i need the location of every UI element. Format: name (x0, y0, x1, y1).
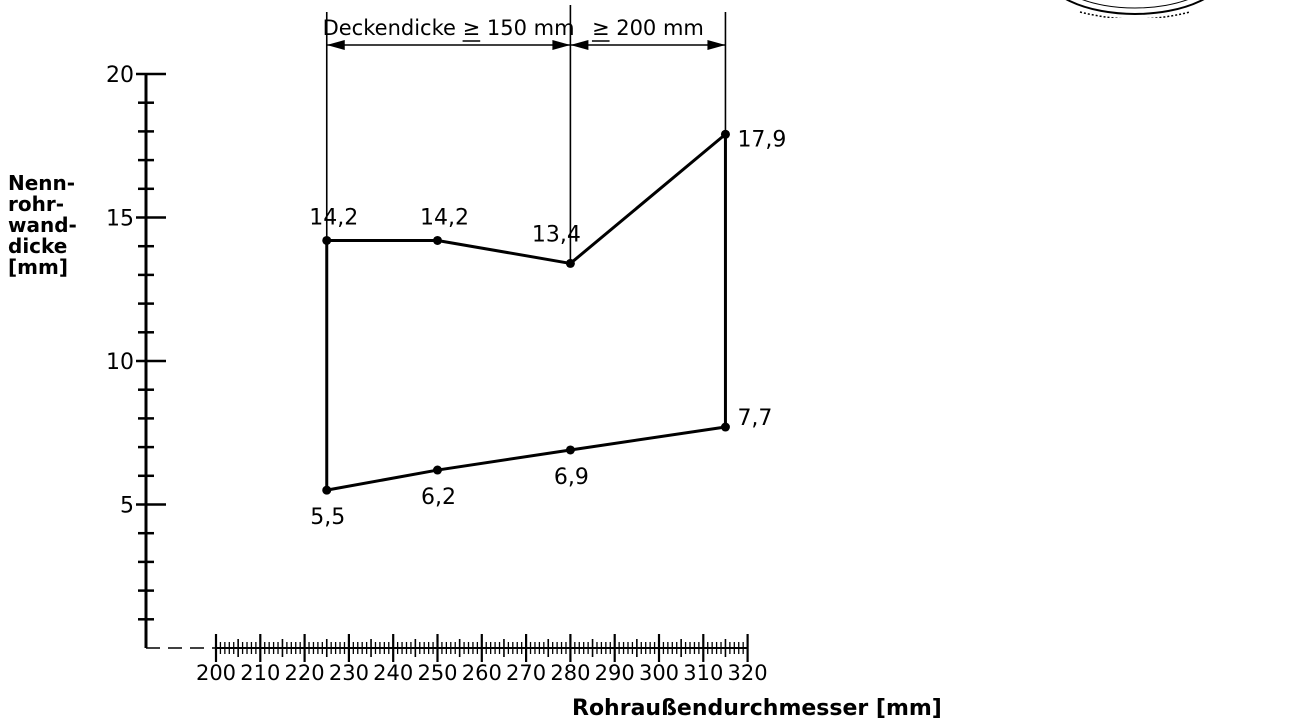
dimension-arrow (707, 40, 726, 50)
x-tick-label: 230 (329, 661, 369, 685)
x-tick-label: 270 (506, 661, 546, 685)
data-point (322, 485, 332, 495)
axes (136, 72, 749, 662)
data-frame (325, 5, 727, 491)
y-axis-label-line: dicke (8, 234, 68, 258)
x-tick-label: 250 (417, 661, 457, 685)
dimension-arrow (570, 40, 589, 50)
chart-texts: 5 10 15 20 200 210 220 230 240 250 260 270 280 290 300… (106, 16, 786, 685)
x-tick-label: 290 (595, 661, 635, 685)
y-axis-label-line: wand- (8, 213, 77, 237)
data-point (565, 258, 575, 268)
data-marks (322, 129, 730, 495)
y-axis-label-line: Nenn- (8, 171, 76, 195)
y-tick-label: 15 (106, 207, 134, 232)
lower-series-line (326, 425, 726, 492)
data-point (565, 445, 575, 455)
x-tick-label: 310 (683, 661, 723, 685)
dimension-label: Deckendicke ≥ 150 mm (323, 16, 575, 40)
y-axis-label-line: rohr- (8, 192, 65, 216)
data-label: 14,2 (309, 205, 358, 230)
y-tick-label: 5 (120, 494, 134, 519)
data-label: 14,2 (420, 205, 469, 230)
x-tick-label: 200 (196, 661, 236, 685)
dimension-label: ≥ 200 mm (592, 16, 704, 40)
x-tick-label: 280 (550, 661, 590, 685)
data-label: 5,5 (310, 505, 345, 530)
data-point (720, 422, 730, 432)
data-point (322, 235, 332, 245)
data-label: 13,4 (532, 222, 581, 247)
upper-series-line (326, 133, 727, 265)
data-point (720, 129, 730, 139)
dimension-arrow (326, 40, 345, 50)
x-axis-label: Rohraußendurchmesser [mm] (572, 696, 942, 721)
x-tick-label: 220 (285, 661, 325, 685)
y-tick-label: 20 (106, 63, 134, 88)
x-tick-label: 240 (373, 661, 413, 685)
data-label: 6,2 (421, 485, 456, 510)
data-label: 6,9 (554, 465, 589, 490)
data-point (433, 235, 442, 245)
x-tick-label: 260 (462, 661, 502, 685)
data-label: 7,7 (737, 406, 772, 431)
y-axis-label-line: [mm] (8, 255, 68, 279)
x-tick-label: 300 (639, 661, 679, 685)
stamp-seal (1065, 0, 1205, 18)
y-tick-label: 10 (106, 350, 134, 375)
x-tick-label: 320 (728, 661, 768, 685)
data-label: 17,9 (737, 127, 786, 152)
x-tick-label: 210 (240, 661, 280, 685)
dimension-arrow (552, 40, 571, 50)
data-point (433, 465, 442, 475)
y-axis-label: Nenn- rohr- wand- dicke [mm] (8, 173, 77, 278)
